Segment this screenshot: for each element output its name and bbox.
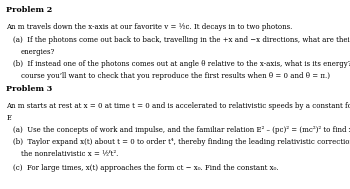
Text: (b)  If instead one of the photons comes out at angle θ relative to the x-axis, : (b) If instead one of the photons comes …	[13, 60, 350, 68]
Text: Problem 2: Problem 2	[6, 6, 52, 14]
Text: (a)  If the photons come out back to back, travelling in the +x and −x direction: (a) If the photons come out back to back…	[13, 36, 350, 44]
Text: the nonrelativistic x = ½ᶠt².: the nonrelativistic x = ½ᶠt².	[21, 150, 118, 158]
Text: An m starts at rest at x = 0 at time t = 0 and is accelerated to relativistic sp: An m starts at rest at x = 0 at time t =…	[6, 102, 350, 110]
Text: (b)  Taylor expand x(t) about t = 0 to order t⁴, thereby finding the leading rel: (b) Taylor expand x(t) about t = 0 to or…	[13, 138, 350, 146]
Text: (a)  Use the concepts of work and impulse, and the familiar relation E² – (pc)² : (a) Use the concepts of work and impulse…	[13, 126, 350, 134]
Text: (c)  For large times, x(t) approaches the form ct − x₀. Find the constant x₀.: (c) For large times, x(t) approaches the…	[13, 164, 279, 172]
Text: F.: F.	[6, 114, 12, 122]
Text: Problem 3: Problem 3	[6, 85, 52, 93]
Text: course you’ll want to check that you reproduce the first results when θ = 0 and : course you’ll want to check that you rep…	[21, 72, 330, 80]
Text: An m travels down the x-axis at our favorite v = ½c. It decays in to two photons: An m travels down the x-axis at our favo…	[6, 23, 293, 31]
Text: energies?: energies?	[21, 48, 55, 56]
